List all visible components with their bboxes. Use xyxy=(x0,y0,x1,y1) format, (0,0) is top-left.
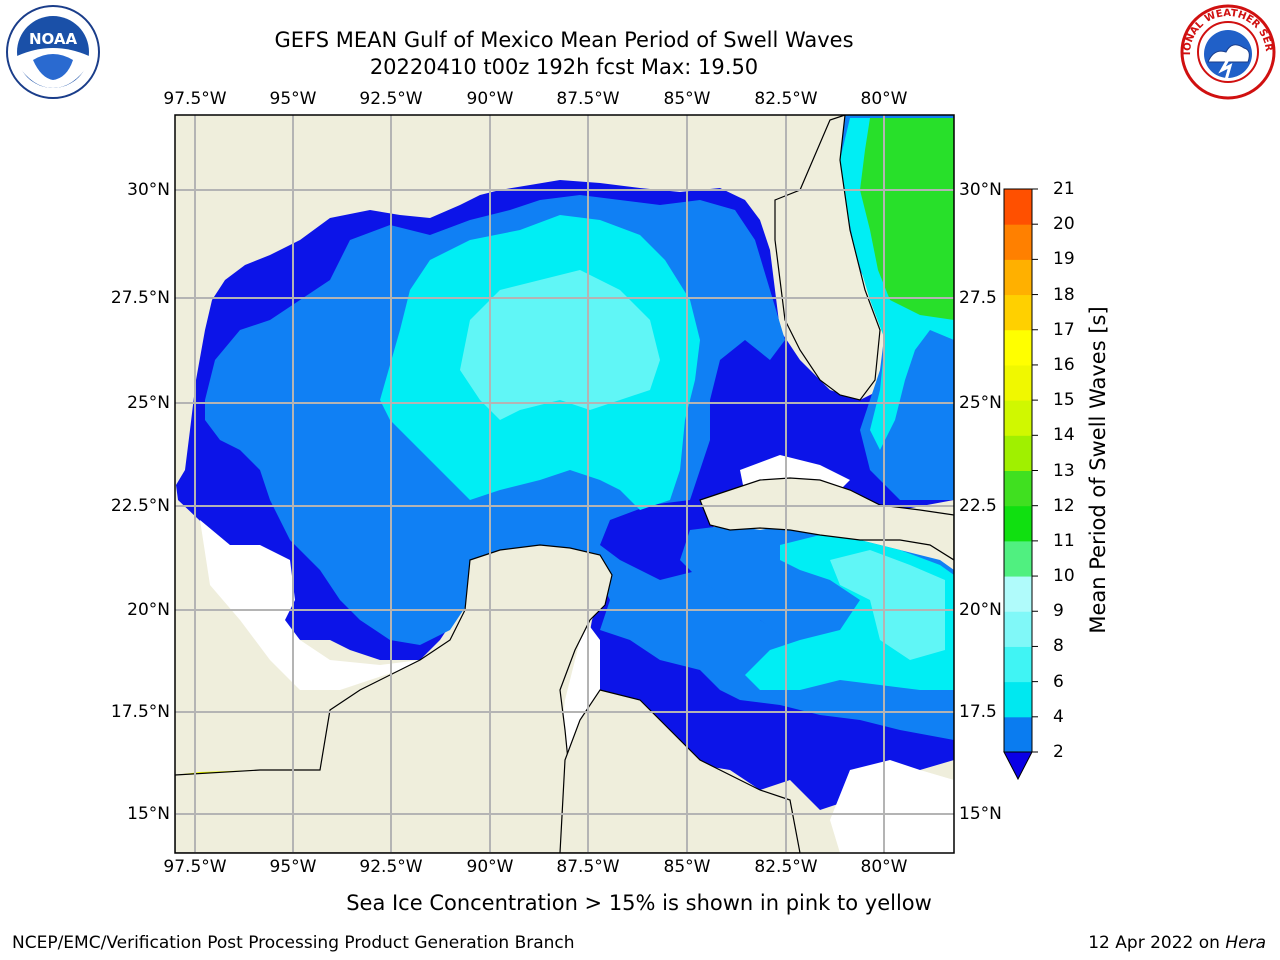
colorbar-tick-label: 4 xyxy=(1053,706,1064,727)
lat-tick-label: 15°N xyxy=(959,804,1002,824)
lon-tick-label: 97.5°W xyxy=(163,857,227,877)
lon-tick-label: 85°W xyxy=(663,89,711,109)
map-frame xyxy=(174,114,955,854)
colorbar-tick-label: 6 xyxy=(1053,671,1064,692)
missing-data-southeast xyxy=(830,760,954,853)
lat-tick-label: 20°N xyxy=(959,600,1002,620)
colorbar-tick-label: 14 xyxy=(1053,425,1075,446)
lat-tick-label: 27.5 xyxy=(959,288,997,308)
colorbar-swatch xyxy=(1004,611,1032,647)
colorbar-tick-label: 18 xyxy=(1053,284,1075,305)
colorbar-swatch xyxy=(1004,540,1032,577)
footnote: Sea Ice Concentration > 15% is shown in … xyxy=(346,891,932,915)
colorbar-swatch xyxy=(1004,681,1032,718)
colorbar-tick-label: 12 xyxy=(1053,495,1075,516)
colorbar-swatch xyxy=(1004,576,1032,612)
colorbar-tick-label: 2 xyxy=(1053,742,1064,762)
lat-tick-label: 17.5°N xyxy=(110,702,170,722)
chart-subtitle: 20220410 t00z 192h fcst Max: 19.50 xyxy=(369,55,759,79)
lon-tick-label: 80°W xyxy=(860,89,908,109)
colorbar xyxy=(1003,188,1038,781)
map-area xyxy=(175,115,954,853)
cuba-island xyxy=(699,477,954,561)
colorbar-tick-label: 20 xyxy=(1053,214,1075,235)
lat-tick-label: 15°N xyxy=(127,804,170,824)
colorbar-swatch xyxy=(1004,400,1032,436)
colorbar-swatch xyxy=(1004,329,1032,366)
chart-title: GEFS MEAN Gulf of Mexico Mean Period of … xyxy=(274,28,854,52)
colorbar-swatch xyxy=(1004,224,1032,260)
credit-right: 12 Apr 2022 on Hera xyxy=(1088,933,1266,953)
lat-tick-label: 22.5°N xyxy=(110,496,170,516)
lat-tick-label: 20°N xyxy=(127,600,170,620)
colorbar-swatch xyxy=(1004,646,1032,683)
colorbar-tick-label: 16 xyxy=(1053,354,1075,375)
colorbar-tick-label: 10 xyxy=(1053,566,1075,587)
gridlines xyxy=(175,115,954,853)
lon-tick-label: 80°W xyxy=(860,857,908,877)
colorbar-tick-label: 13 xyxy=(1053,460,1075,481)
lon-tick-label: 92.5°W xyxy=(359,857,423,877)
nws-logo: NATIONAL WEATHER SERVICE xyxy=(1178,4,1276,100)
colorbar-tick-label: 11 xyxy=(1053,530,1075,551)
colorbar-title: Mean Period of Swell Waves [s] xyxy=(1086,306,1110,634)
lat-tick-label: 17.5 xyxy=(959,702,997,722)
colorbar-swatch xyxy=(1004,470,1032,507)
lat-tick-label: 27.5°N xyxy=(110,288,170,308)
colorbar-swatch xyxy=(1004,189,1032,225)
colorbar-tick-label: 8 xyxy=(1053,636,1064,657)
colorbar-swatch xyxy=(1004,716,1032,753)
lon-tick-label: 87.5°W xyxy=(556,857,620,877)
credit-date: 12 Apr 2022 on xyxy=(1088,933,1226,953)
lon-tick-label: 92.5°W xyxy=(359,89,423,109)
florida-peninsula xyxy=(774,115,881,401)
lon-tick-label: 85°W xyxy=(663,857,711,877)
colorbar-swatch xyxy=(1004,364,1032,401)
colorbar-extend-triangle xyxy=(1003,751,1033,781)
colorbar-tick-label: 17 xyxy=(1053,319,1075,340)
lon-tick-label: 90°W xyxy=(466,89,514,109)
lon-tick-label: 82.5°W xyxy=(754,89,818,109)
colorbar-tick-label: 21 xyxy=(1053,179,1075,199)
colorbar-tick-label: 19 xyxy=(1053,249,1075,270)
lon-tick-label: 95°W xyxy=(269,857,317,877)
lat-tick-label: 30°N xyxy=(127,180,170,200)
credit-host: Hera xyxy=(1225,933,1266,953)
central-america-land xyxy=(559,689,801,853)
credit-left: NCEP/EMC/Verification Post Processing Pr… xyxy=(12,933,575,953)
lon-tick-label: 82.5°W xyxy=(754,857,818,877)
lat-tick-label: 25°N xyxy=(959,393,1002,413)
lon-tick-label: 95°W xyxy=(269,89,317,109)
lon-tick-label: 87.5°W xyxy=(556,89,620,109)
colorbar-swatch xyxy=(1004,505,1032,542)
noaa-logo-text: NOAA xyxy=(29,30,78,48)
colorbar-swatch xyxy=(1004,435,1032,471)
lat-tick-label: 25°N xyxy=(127,393,170,413)
lat-tick-label: 22.5 xyxy=(959,496,997,516)
lat-tick-label: 30°N xyxy=(959,180,1002,200)
gulf-light-cyan-field xyxy=(460,270,660,420)
colorbar-tick-label: 15 xyxy=(1053,390,1075,411)
colorbar-swatch xyxy=(1004,259,1032,296)
noaa-logo: NOAA xyxy=(6,5,100,99)
colorbar-tick-label: 9 xyxy=(1053,601,1064,622)
lon-tick-label: 97.5°W xyxy=(163,89,227,109)
missing-data-west xyxy=(200,520,440,690)
caribbean-light-field xyxy=(830,550,945,660)
lon-tick-label: 90°W xyxy=(466,857,514,877)
colorbar-swatch xyxy=(1004,294,1032,331)
